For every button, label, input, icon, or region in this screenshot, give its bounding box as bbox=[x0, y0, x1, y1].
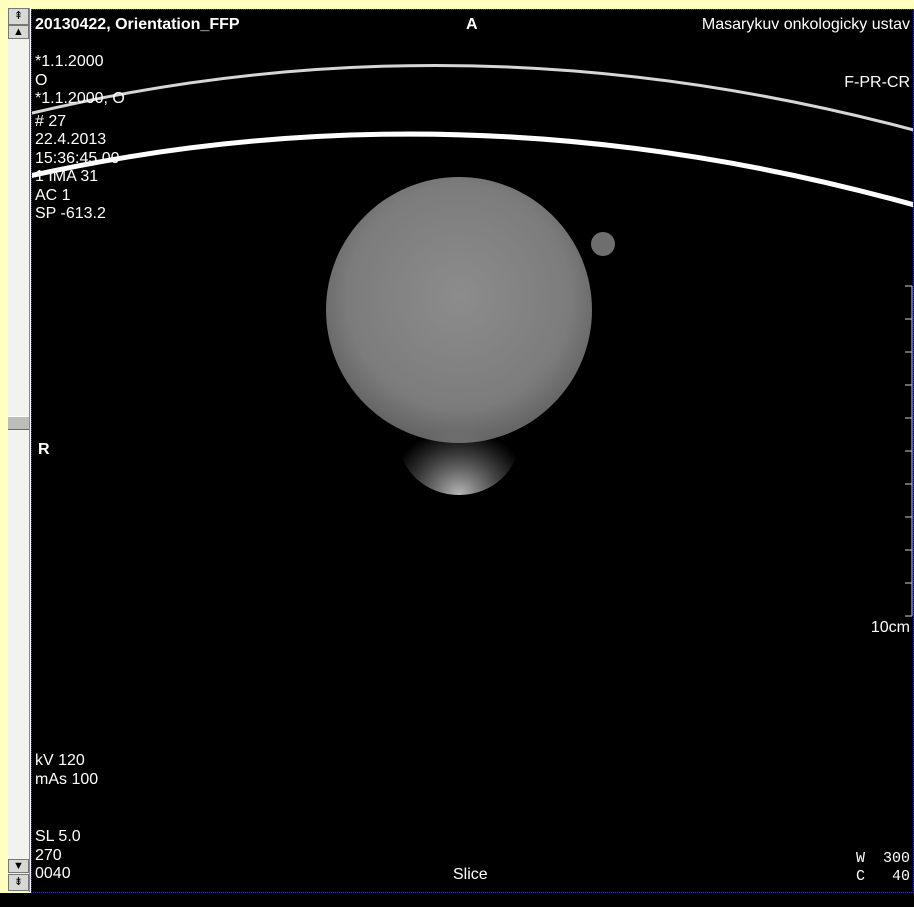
image-number: 0040 bbox=[35, 865, 71, 882]
study-title: 20130422, Orientation_FFP bbox=[35, 16, 240, 33]
scroll-to-first-icon[interactable]: ⇞ bbox=[8, 8, 29, 25]
window-width-row: W 300 bbox=[856, 850, 910, 868]
series-label: F-PR-CR bbox=[844, 74, 910, 91]
orientation-left: R bbox=[38, 441, 50, 458]
slice-scrollbar[interactable]: ⇞ ▲ ▼ ⇟ bbox=[8, 8, 30, 892]
couch-arc-inner bbox=[32, 131, 913, 208]
window-center-row: C 40 bbox=[856, 868, 910, 886]
info-line: 22.4.2013 bbox=[35, 131, 107, 148]
slice-thickness: SL 5.0 bbox=[35, 828, 81, 845]
status-strip bbox=[0, 893, 914, 907]
window-width-value: 300 bbox=[882, 850, 910, 867]
scale-label: 10cm bbox=[870, 619, 910, 636]
info-line: 1 IMA 31 bbox=[35, 168, 99, 185]
orientation-top: A bbox=[466, 16, 478, 33]
view-mode-label: Slice bbox=[453, 866, 488, 883]
scroll-up-icon[interactable]: ▲ bbox=[8, 25, 29, 39]
window-level-block: W 300 C 40 bbox=[856, 850, 910, 886]
info-line: *1.1.2000, O bbox=[35, 90, 125, 107]
image-viewport[interactable]: 20130422, Orientation_FFP A Masarykuv on… bbox=[31, 9, 914, 893]
kv-label: kV 120 bbox=[35, 752, 85, 769]
window-center-value: 40 bbox=[891, 868, 910, 885]
marker-dot bbox=[591, 232, 615, 256]
ct-image bbox=[32, 63, 913, 617]
institution-name: Masarykuv onkologicky ustav bbox=[701, 16, 910, 33]
scroll-to-last-icon[interactable]: ⇟ bbox=[8, 874, 29, 891]
slice-number: 270 bbox=[35, 846, 62, 864]
slice-info-block: SL 5.0 270 0040 bbox=[35, 828, 81, 884]
scroll-down-icon[interactable]: ▼ bbox=[8, 859, 29, 873]
scrollbar-thumb[interactable] bbox=[8, 416, 29, 430]
info-line: AC 1 bbox=[35, 186, 71, 204]
scale-bar bbox=[905, 285, 913, 617]
window-width-label: W bbox=[855, 850, 865, 867]
info-line: SP -613.2 bbox=[35, 205, 106, 222]
phantom-artifact bbox=[399, 385, 519, 495]
info-line: # 27 bbox=[35, 112, 67, 130]
acquisition-block: kV 120 mAs 100 bbox=[35, 752, 98, 789]
window-center-label: C bbox=[855, 868, 865, 885]
phantom-disc bbox=[326, 177, 592, 443]
couch-arc-outer bbox=[32, 63, 913, 132]
info-line: 15:36:45.00 bbox=[35, 149, 120, 167]
mas-label: mAs 100 bbox=[35, 770, 99, 788]
info-line: *1.1.2000 bbox=[35, 53, 104, 70]
info-line: O bbox=[35, 71, 48, 89]
patient-info-block: *1.1.2000 O *1.1.2000, O # 27 22.4.2013 … bbox=[35, 53, 125, 224]
